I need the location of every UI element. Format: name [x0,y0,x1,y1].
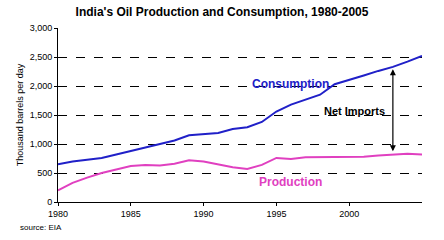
svg-text:2000: 2000 [339,209,359,219]
svg-text:1980: 1980 [48,209,68,219]
svg-text:1995: 1995 [266,209,286,219]
svg-text:1,000: 1,000 [30,139,53,149]
svg-text:1990: 1990 [194,209,214,219]
svg-text:Production: Production [259,175,322,189]
svg-text:2,500: 2,500 [30,52,53,62]
svg-text:Thousand barrels per day: Thousand barrels per day [15,63,25,166]
svg-text:500: 500 [37,168,52,178]
svg-text:1,500: 1,500 [30,110,53,120]
svg-text:India's Oil Production and Con: India's Oil Production and Consumption, … [76,5,369,19]
svg-text:0: 0 [47,197,52,207]
svg-text:1985: 1985 [121,209,141,219]
svg-text:Net Imports: Net Imports [324,105,385,117]
svg-text:Consumption: Consumption [252,77,329,91]
svg-text:2,000: 2,000 [30,81,53,91]
svg-text:source: EIA: source: EIA [20,223,62,232]
svg-text:3,000: 3,000 [30,23,53,33]
